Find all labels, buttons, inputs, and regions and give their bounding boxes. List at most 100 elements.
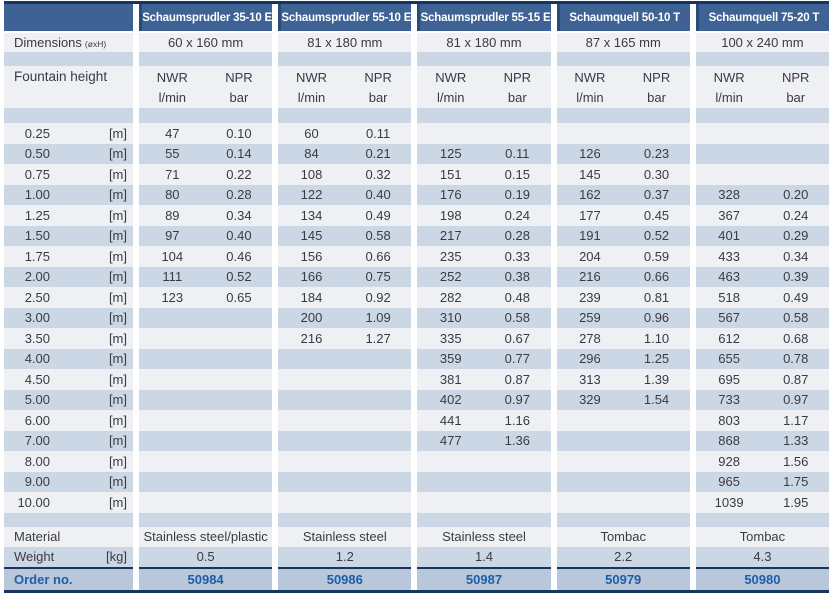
- nwr-value: 259: [579, 310, 601, 326]
- height-row-values: [139, 430, 273, 451]
- weight-text: 1.2: [335, 549, 354, 564]
- npr-value: 1.54: [643, 392, 670, 408]
- height-row-values: 278 1.10: [556, 328, 690, 349]
- npr-label: NPR: [503, 70, 532, 85]
- height-row-label: 2.50 [m]: [4, 287, 133, 308]
- nwr-value: 126: [579, 146, 601, 162]
- height-row-values: 477 1.36: [417, 430, 551, 451]
- height-row-values: [556, 410, 690, 431]
- nwr-value: 134: [300, 207, 323, 223]
- weight-text: 4.3: [753, 549, 772, 564]
- height-row-values: 80 0.28: [139, 184, 273, 205]
- nwr-value: 310: [439, 310, 462, 326]
- height-row-values: 928 1.56: [695, 451, 830, 472]
- height-unit: [m]: [108, 330, 127, 346]
- npr-value: 0.15: [504, 166, 530, 182]
- height-unit: [m]: [108, 207, 127, 223]
- height-unit: [m]: [108, 453, 127, 469]
- height-row-values: [278, 410, 412, 431]
- spacer-row: [556, 108, 690, 123]
- nwr-value: 184: [300, 289, 323, 305]
- height-unit: [m]: [108, 248, 127, 264]
- height-row-label: 10.00 [m]: [4, 492, 133, 513]
- npr-value: 1.17: [783, 412, 809, 428]
- height-row-values: [139, 348, 273, 369]
- subcolumn-headers: NWR l/min NPR bar: [695, 66, 830, 108]
- height-row-values: [417, 471, 551, 492]
- height-unit: [m]: [108, 474, 127, 490]
- nwr-value: 145: [579, 166, 601, 182]
- nwr-value: 89: [165, 207, 180, 223]
- height-unit: [m]: [108, 187, 127, 203]
- npr-unit: bar: [786, 90, 806, 105]
- height-unit: [m]: [108, 433, 127, 449]
- npr-value: 0.87: [504, 371, 530, 387]
- nwr-unit: l/min: [436, 90, 465, 105]
- height-unit: [m]: [108, 228, 127, 244]
- npr-value: 1.36: [504, 433, 530, 449]
- dimensions-text: 81 x 180 mm: [307, 35, 383, 50]
- height-row-values: 47 0.10: [139, 123, 273, 144]
- product-header: Schaumquell 50-10 T: [556, 4, 690, 31]
- height-row-values: 200 1.09: [278, 307, 412, 328]
- height-row-values: [695, 143, 830, 164]
- height-row-values: 1039 1.95: [695, 492, 830, 513]
- npr-value: 0.24: [783, 207, 809, 223]
- height-row-values: 84 0.21: [278, 143, 412, 164]
- height-row-values: 463 0.39: [695, 266, 830, 287]
- height-row-values: 145 0.30: [556, 164, 690, 185]
- height-row-label: 6.00 [m]: [4, 410, 133, 431]
- nwr-value: 198: [439, 207, 462, 223]
- nwr-value: 84: [304, 146, 319, 162]
- nwr-value: 335: [439, 330, 462, 346]
- height-row-values: 89 0.34: [139, 205, 273, 226]
- nwr-value: 176: [439, 187, 462, 203]
- weight-value: 2.2: [556, 546, 690, 567]
- nwr-value: 612: [718, 330, 740, 346]
- height-row-label: 3.00 [m]: [4, 307, 133, 328]
- height-row-values: [556, 471, 690, 492]
- height-row-values: 191 0.52: [556, 225, 690, 246]
- npr-value: 0.28: [226, 187, 252, 203]
- subcolumn-headers: NWR l/min NPR bar: [139, 66, 273, 108]
- height-value-rows: 125 0.11 151 0.15 176 0.19 198 0.24 217 0.28 235 0.…: [417, 123, 551, 513]
- nwr-value: 477: [439, 433, 462, 449]
- height-unit: [m]: [108, 166, 127, 182]
- nwr-value: 567: [718, 310, 740, 326]
- nwr-value: 97: [165, 228, 180, 244]
- height-value: 0.50: [24, 146, 50, 162]
- height-value: 5.00: [24, 392, 50, 408]
- weight-text: 0.5: [196, 549, 215, 564]
- height-row-values: 401 0.29: [695, 225, 830, 246]
- dimensions-value: 60 x 160 mm: [139, 33, 273, 52]
- npr-value: 0.14: [226, 146, 252, 162]
- nwr-label: NWR: [156, 70, 188, 85]
- product-name: Schaumsprudler 55-15 E: [420, 11, 551, 24]
- npr-value: 0.58: [365, 228, 391, 244]
- npr-value: 0.30: [643, 166, 670, 182]
- npr-value: 0.58: [504, 310, 530, 326]
- height-row-label: 4.50 [m]: [4, 369, 133, 390]
- height-row-values: 402 0.97: [417, 389, 551, 410]
- npr-unit: bar: [229, 90, 249, 105]
- spacer-row: [556, 512, 690, 527]
- height-row-label: 0.50 [m]: [4, 143, 133, 164]
- height-value: 8.00: [24, 453, 50, 469]
- height-row-values: 216 1.27: [278, 328, 412, 349]
- spacer-row: [4, 512, 133, 527]
- nwr-value: 282: [439, 289, 462, 305]
- order-text: 50987: [465, 571, 503, 587]
- height-row-label: 5.00 [m]: [4, 389, 133, 410]
- spacer-row: [278, 512, 412, 527]
- nwr-value: 313: [579, 371, 601, 387]
- height-row-values: [695, 164, 830, 185]
- height-unit: [m]: [108, 351, 127, 367]
- weight-unit: [kg]: [106, 549, 127, 564]
- height-row-values: 111 0.52: [139, 266, 273, 287]
- height-row-values: [556, 430, 690, 451]
- height-row-values: [417, 492, 551, 513]
- height-row-values: [556, 123, 690, 144]
- height-row-values: 965 1.75: [695, 471, 830, 492]
- weight-value: 1.2: [278, 546, 412, 567]
- height-row-values: 123 0.65: [139, 287, 273, 308]
